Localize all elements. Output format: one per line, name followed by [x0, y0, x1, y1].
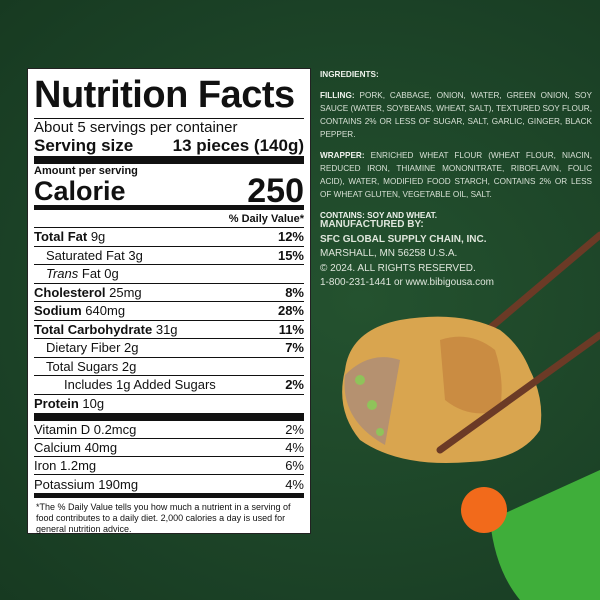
serving-size-label: Serving size [34, 136, 134, 155]
calorie-label: Calorie [34, 176, 126, 206]
ingredients-block: INGREDIENTS: FILLING: PORK, CABBAGE, ONI… [320, 68, 592, 230]
manufacturer-name: SFC GLOBAL SUPPLY CHAIN, INC. [320, 233, 487, 245]
nutrient-row-protein: Protein 10g [34, 396, 105, 412]
vitamin-row-iron: Iron 1.2mg 6% [34, 458, 304, 475]
servings-per-container: About 5 servings per container [34, 119, 238, 136]
vitamin-row-vitamin-d: Vitamin D 0.2mcg 2% [34, 422, 304, 439]
nutrient-row-saturated-fat: Saturated Fat 3g 15% [34, 247, 304, 265]
allergen-statement: CONTAINS: SOY AND WHEAT. [320, 211, 438, 220]
nutrition-facts-panel: Nutrition Facts About 5 servings per con… [27, 68, 311, 534]
nutrient-row-total-sugars: Total Sugars 2g [34, 358, 304, 376]
vitamin-row-potassium: Potassium 190mg 4% [34, 476, 304, 492]
manufacturer-address: MARSHALL, MN 56258 U.S.A. [320, 248, 458, 259]
serving-size-value: 13 pieces (140g) [172, 136, 304, 155]
nutrient-row-total-carbohydrate: Total Carbohydrate 31g 11% [34, 321, 304, 339]
nutrition-title: Nutrition Facts [34, 74, 295, 116]
manufacturer-heading: MANUFACTURED BY: [320, 219, 424, 230]
nutrient-row-total-fat: Total Fat 9g 12% [34, 228, 304, 247]
calorie-row: Calorie 250 [34, 172, 304, 210]
copyright: © 2024. ALL RIGHTS RESERVED. [320, 262, 476, 274]
vitamin-row-calcium: Calcium 40mg 4% [34, 440, 304, 457]
nutrient-row-trans-fat: Trans Fat 0g [34, 265, 304, 284]
wrapper-ingredients: WRAPPER: ENRICHED WHEAT FLOUR (WHEAT FLO… [320, 151, 592, 199]
amount-per-serving: Amount per serving [34, 165, 138, 177]
nutrient-row-added-sugars: Includes 1g Added Sugars 2% [34, 376, 304, 395]
manufacturer-block: MANUFACTURED BY: SFC GLOBAL SUPPLY CHAIN… [320, 218, 494, 291]
divider [34, 413, 304, 421]
divider [34, 156, 304, 164]
contact: 1-800-231-1441 or www.bibigousa.com [320, 277, 494, 288]
divider [34, 493, 304, 498]
ingredients-heading: INGREDIENTS: [320, 70, 379, 79]
nutrient-row-sodium: Sodium 640mg 28% [34, 302, 304, 321]
serving-size: Serving size 13 pieces (140g) [34, 136, 304, 156]
nutrient-row-cholesterol: Cholesterol 25mg 8% [34, 284, 304, 302]
nutrient-row-dietary-fiber: Dietary Fiber 2g 7% [34, 339, 304, 358]
calorie-value: 250 [247, 172, 304, 210]
footnote: *The % Daily Value tells you how much a … [36, 502, 291, 534]
daily-value-header: % Daily Value* [34, 210, 304, 228]
divider [34, 205, 304, 210]
filling-ingredients: FILLING: PORK, CABBAGE, ONION, WATER, GR… [320, 91, 592, 139]
